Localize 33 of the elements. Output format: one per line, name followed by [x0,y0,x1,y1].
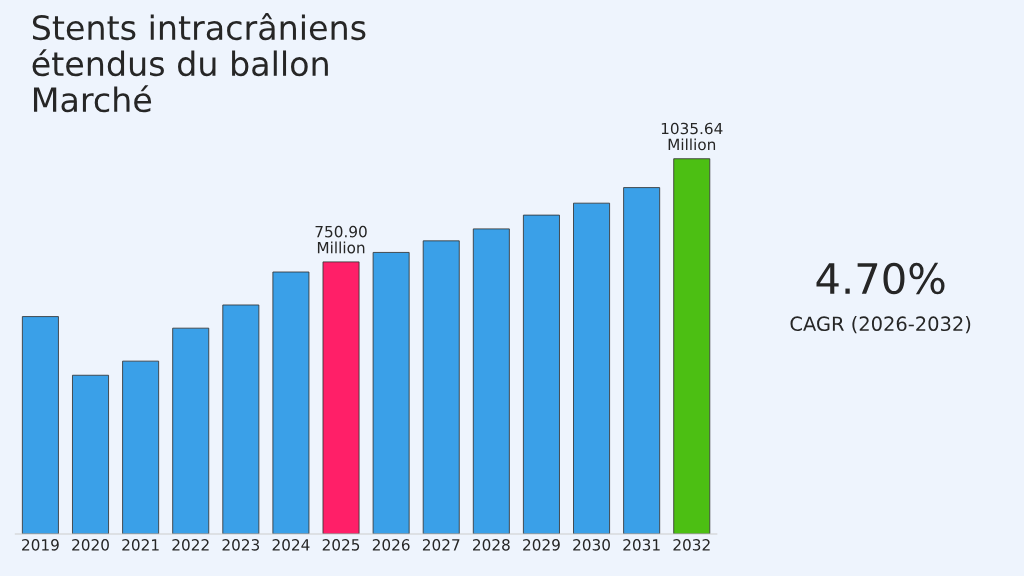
x-tick-label: 2024 [272,539,310,551]
bar [122,360,160,534]
bar [222,304,260,534]
x-tick-label: 2030 [573,539,610,551]
bar [172,327,210,534]
bar [422,240,460,534]
x-tick-label: 2021 [122,539,159,551]
bar [21,316,59,534]
bar [322,261,360,534]
data-label: 1035.64 Million [661,122,723,151]
bar [472,228,510,534]
bar [272,271,310,534]
bar [72,374,109,534]
x-tick-label: 2022 [172,539,209,551]
chart-title: Stents intracrâniens étendus du ballon Marché [32,13,366,113]
x-tick-label: 2023 [222,539,260,551]
data-label: 750.90 Million [315,225,367,254]
bar [372,252,410,534]
x-tick-label: 2025 [322,539,360,551]
bar [623,187,661,534]
x-tick-label: 2029 [523,539,560,551]
text: CAGR (2026-2032) [790,316,971,334]
x-tick-label: 2026 [372,539,410,551]
bar [522,214,560,534]
text: 4.70% [816,262,945,295]
x-tick-label: 2020 [72,539,109,551]
bar [573,202,610,534]
x-tick-label: 2031 [623,539,660,551]
x-tick-label: 2028 [473,539,510,551]
x-tick-label: 2019 [22,539,59,551]
x-tick-label: 2032 [673,539,710,551]
bar [673,158,711,534]
x-tick-label: 2027 [422,539,460,551]
